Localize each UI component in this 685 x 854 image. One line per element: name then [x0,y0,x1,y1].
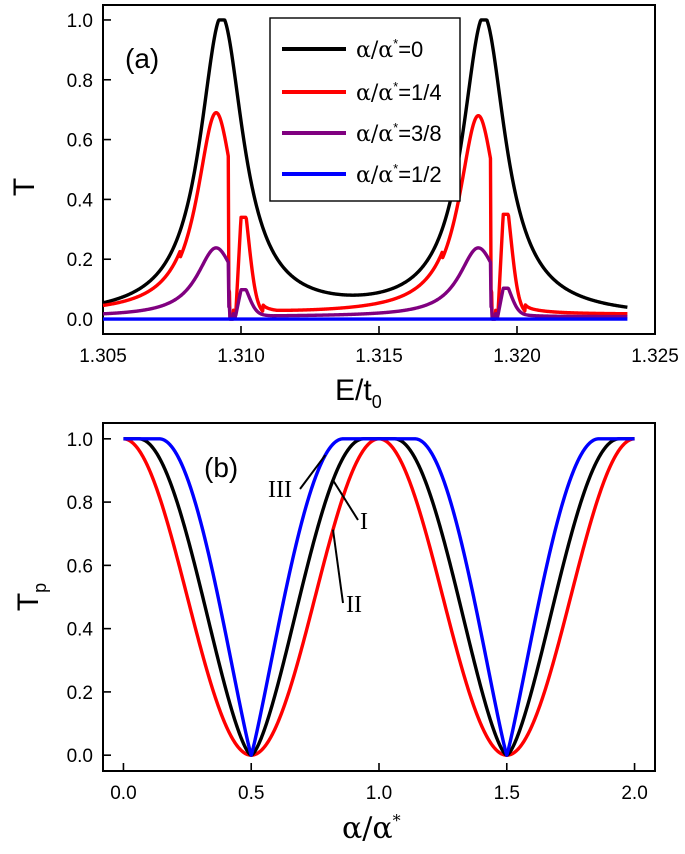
legend-entry-3: α/α*=1/2 [282,161,442,188]
legend-label-1: α/α [356,81,393,106]
panel-b-xtick-label: 0.5 [238,783,264,804]
panel-a-y-ticks: 0.0 0.2 0.4 0.6 0.8 1.0 [67,11,111,331]
panel-b-annotations: III I II [268,454,368,618]
legend-label-0: α/α [356,38,393,63]
panel-a-xtick-label: 1.310 [217,346,265,367]
panel-b-series-line-iii [122,437,636,757]
panel-b-ytick-label: 0.8 [67,493,93,514]
panel-a-xtick-label: 1.305 [79,346,127,367]
panel-b-xtick-label: 0.0 [110,783,136,804]
panel-b-y-ticks: 0.0 0.2 0.4 0.6 0.8 1.0 [67,430,111,767]
panel-a-xlabel: E/t0 [335,374,382,412]
svg-text:α/α*=1/2: α/α*=1/2 [356,161,442,188]
svg-text:α/α*=3/8: α/α*=3/8 [356,120,442,147]
legend-entry-1: α/α*=1/4 [282,79,442,106]
panel-b-ytick-label: 1.0 [67,430,93,451]
panel-a-series-line-1 [101,110,629,321]
legend-entry-2: α/α*=3/8 [282,120,442,147]
panel-a-ytick-label: 1.0 [67,11,93,32]
panel-a-ytick-label: 0.6 [67,131,93,152]
legend-label-2: α/α [356,122,393,147]
panel-a-xtick-label: 1.320 [493,346,541,367]
panel-a-xtick-label: 1.325 [631,346,679,367]
panel-b-ytick-label: 0.0 [67,746,93,767]
annotation-pointer-iii [299,454,327,490]
legend-entry-0: α/α*=0 [282,36,423,63]
panel-a-series-line-0 [101,18,629,309]
panel-b-xtick-label: 2.0 [621,783,647,804]
annotation-iii: III [268,477,292,503]
panel-b-series-line-i [122,437,636,757]
panel-a-legend: α/α*=0 α/α*=1/4 α/α*=3/8 α/α*=1/2 [269,17,461,202]
annotation-pointer-i [332,479,359,521]
svg-text:α/α*=0: α/α*=0 [356,36,423,63]
panel-a-label: (a) [125,43,159,74]
legend-label-3: α/α [356,163,393,188]
panel-a: 1.305 1.310 1.315 1.320 1.325 0.00.20.40.60.… [8,4,679,412]
panel-b-ytick-label: 0.2 [67,683,93,704]
annotation-ii: II [346,592,362,618]
panel-a-x-ticks: 1.305 1.310 1.315 1.320 1.325 [79,326,679,367]
panel-a-series [101,18,629,321]
panel-a-ytick-label: 0.8 [67,71,93,92]
panel-b-xlabel: α/α* [342,811,401,846]
panel-b: 0.0 0.5 1.0 1.5 2.0 0.0 0.2 0.4 0.6 0.8 1.0 (b) T… [12,422,656,846]
panel-a-series-line-2 [101,246,629,321]
panel-b-series-line-ii [122,437,636,757]
panel-a-ytick-label: 0.0 [67,310,93,331]
panel-b-ytick-label: 0.6 [67,556,93,577]
panel-b-xtick-label: 1.5 [494,783,520,804]
svg-text:α/α*=1/4: α/α*=1/4 [356,79,442,106]
panel-b-ylabel: Tp [12,583,50,611]
panel-a-xtick-label: 1.315 [355,346,403,367]
panel-b-x-ticks: 0.0 0.5 1.0 1.5 2.0 [110,763,648,804]
annotation-i: I [360,509,368,535]
panel-a-ytick-label: 0.2 [67,250,93,271]
panel-b-ytick-label: 0.4 [67,620,94,641]
annotation-pointer-ii [332,529,344,604]
panel-a-ylabel: T [8,178,41,196]
panel-b-xtick-label: 1.0 [366,783,392,804]
panel-a-ytick-label: 0.4 [67,190,94,211]
panel-b-series [122,437,636,757]
panel-b-label: (b) [204,452,238,483]
